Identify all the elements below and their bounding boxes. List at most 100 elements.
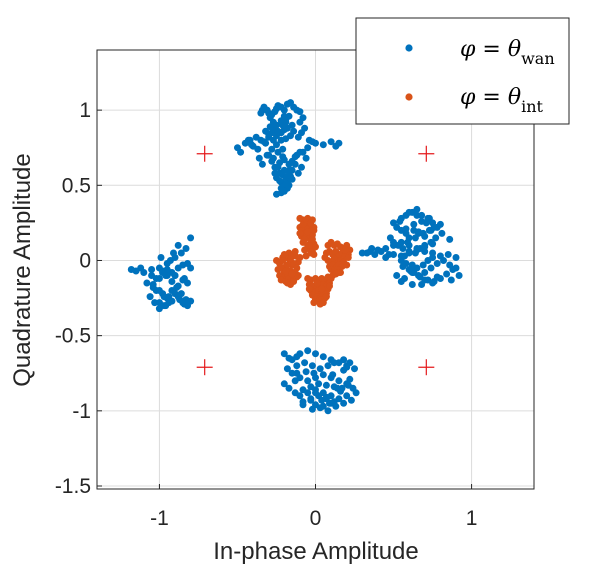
data-point-wan	[280, 350, 288, 358]
data-point-wan	[413, 211, 421, 219]
data-point-wan	[151, 299, 159, 307]
data-point-wan	[312, 389, 319, 397]
data-point-wan	[312, 139, 319, 147]
data-point-wan	[421, 243, 429, 251]
data-point-int	[287, 255, 294, 263]
data-point-wan	[255, 154, 263, 162]
data-point-wan	[157, 254, 165, 261]
reference-plus-marker	[196, 145, 213, 162]
data-point-int	[282, 267, 290, 275]
data-point-wan	[333, 384, 341, 392]
x-tick-label: 0	[310, 507, 322, 530]
data-point-wan	[408, 281, 416, 288]
data-point-wan	[180, 275, 188, 282]
data-point-wan	[274, 127, 282, 135]
data-point-wan	[237, 148, 245, 156]
data-point-wan	[140, 269, 148, 276]
data-point-wan	[307, 396, 315, 404]
data-point-wan	[273, 190, 280, 198]
data-point-wan	[280, 156, 288, 164]
data-point-wan	[419, 261, 427, 269]
data-point-wan	[396, 217, 404, 225]
data-point-wan	[299, 401, 307, 409]
data-point-int	[283, 261, 291, 269]
data-point-int	[296, 254, 304, 261]
data-point-wan	[280, 106, 288, 114]
data-point-int	[310, 226, 318, 234]
data-point-wan	[410, 220, 418, 228]
data-point-int	[304, 228, 312, 236]
data-point-wan	[277, 136, 285, 144]
data-point-int	[344, 254, 352, 261]
data-point-wan	[312, 350, 319, 358]
data-point-wan	[310, 369, 318, 377]
reference-plus-marker	[418, 145, 435, 162]
data-point-wan	[149, 281, 157, 288]
data-point-wan	[324, 362, 332, 370]
data-point-wan	[296, 392, 304, 400]
data-point-wan	[413, 205, 421, 213]
data-point-wan	[344, 381, 352, 389]
data-point-wan	[258, 160, 266, 168]
data-point-wan	[262, 127, 270, 135]
y-tick-label: -1.5	[55, 475, 91, 498]
data-point-wan	[446, 235, 454, 243]
data-point-wan	[421, 269, 429, 276]
reference-markers	[196, 145, 435, 376]
data-point-wan	[399, 245, 407, 252]
data-point-int	[318, 285, 326, 293]
data-point-wan	[308, 362, 316, 370]
data-point-int	[322, 293, 330, 301]
data-point-int	[305, 241, 313, 249]
data-point-wan	[319, 371, 327, 379]
data-point-wan	[343, 392, 351, 400]
data-point-wan	[285, 171, 293, 179]
data-point-wan	[163, 266, 171, 273]
data-point-wan	[340, 356, 348, 364]
data-point-wan	[304, 347, 312, 355]
legend-marker-wan	[405, 44, 413, 52]
data-point-int	[308, 235, 316, 243]
data-point-wan	[316, 404, 324, 412]
data-point-wan	[285, 384, 293, 392]
data-point-wan	[385, 251, 393, 258]
data-point-wan	[436, 220, 444, 228]
data-point-wan	[291, 153, 299, 161]
data-point-wan	[408, 264, 416, 272]
data-point-wan	[301, 124, 309, 132]
y-tick-label: 1	[79, 99, 91, 122]
data-point-wan	[436, 275, 444, 282]
data-point-wan	[294, 169, 302, 177]
data-point-wan	[340, 366, 348, 374]
data-point-int	[305, 285, 313, 293]
data-point-wan	[170, 249, 177, 257]
grid-lines	[97, 50, 534, 489]
legend-marker-int	[405, 93, 413, 101]
data-point-wan	[280, 380, 288, 388]
legend-int-subscript: int	[521, 97, 543, 116]
legend-entry-wan: φ = θwan	[460, 37, 555, 68]
data-point-wan	[143, 279, 151, 287]
data-point-wan	[377, 248, 385, 255]
data-point-wan	[430, 278, 438, 285]
data-point-wan	[444, 251, 452, 258]
data-point-wan	[268, 145, 276, 153]
data-point-wan	[319, 353, 327, 361]
data-point-wan	[332, 402, 340, 410]
y-tick-label: 0.5	[62, 174, 91, 197]
data-point-wan	[363, 249, 371, 257]
data-point-wan	[268, 157, 276, 165]
data-point-wan	[443, 270, 451, 278]
data-point-wan	[411, 234, 419, 242]
data-point-wan	[352, 389, 360, 397]
data-point-wan	[282, 180, 290, 188]
data-point-int	[312, 243, 319, 251]
data-point-wan	[276, 177, 284, 185]
data-point-wan	[402, 225, 410, 233]
data-point-wan	[293, 362, 301, 370]
data-point-wan	[296, 350, 304, 358]
data-point-wan	[316, 365, 324, 373]
data-point-int	[341, 246, 349, 254]
data-point-int	[319, 299, 327, 307]
data-point-int	[288, 270, 296, 278]
